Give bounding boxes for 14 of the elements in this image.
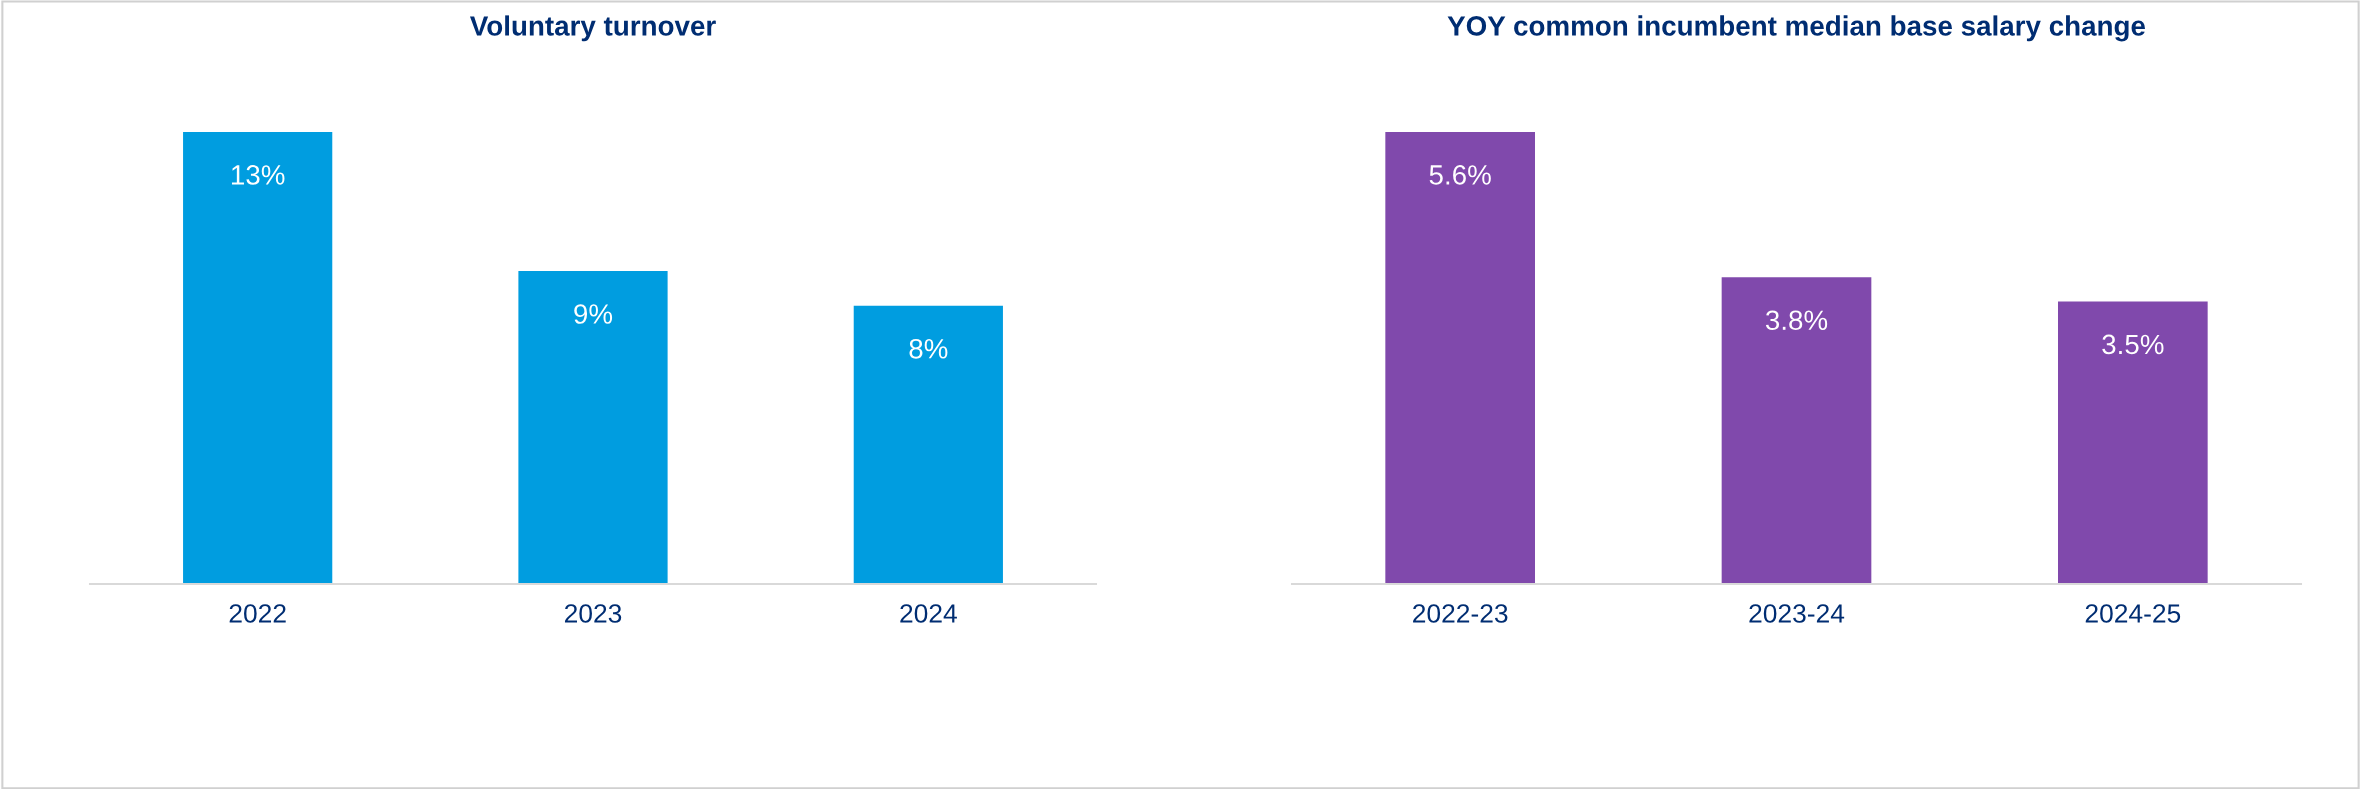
chart-title: YOY common incumbent median base salary change [1447,15,2145,42]
data-label: 8% [909,338,948,359]
chart-title: Voluntary turnover [469,15,716,42]
data-label: 9% [574,304,613,324]
x-tick-label: 2022-23 [1413,604,1508,623]
data-label: 3.8% [1765,310,1828,331]
x-tick-label: 2024 [900,604,957,623]
data-label: 13% [231,165,285,185]
data-label: 5.6% [1429,165,1491,185]
x-tick-label: 2023 [564,604,622,623]
x-tick-label: 2023-24 [1749,604,1845,623]
x-tick-label: 2024-25 [2085,604,2181,623]
x-tick-label: 2022 [229,604,286,623]
data-label: 3.5% [2102,334,2164,355]
